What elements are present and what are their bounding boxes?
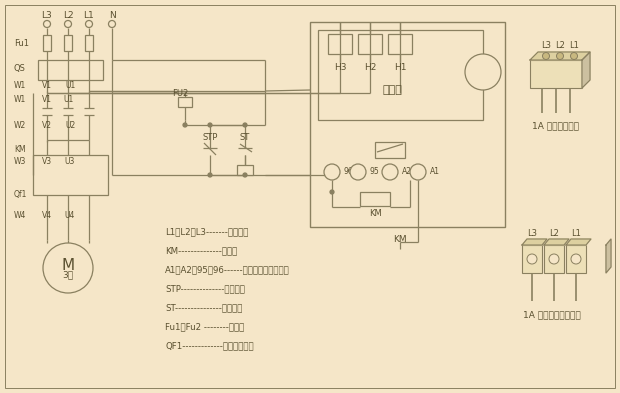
Polygon shape [522, 239, 547, 245]
Text: W3: W3 [14, 158, 27, 167]
Bar [544, 245, 564, 273]
Text: KM: KM [369, 209, 381, 219]
Text: 保护器: 保护器 [382, 85, 402, 95]
Bar [522, 245, 542, 273]
Text: L1、L2、L3-------三相电源: L1、L2、L3-------三相电源 [165, 228, 249, 237]
Text: STP: STP [202, 134, 218, 143]
Circle shape [243, 173, 247, 177]
Text: KM: KM [393, 235, 407, 244]
Text: 3～: 3～ [63, 270, 74, 279]
Text: QS: QS [14, 64, 26, 72]
Bar [38, 60, 103, 80]
Circle shape [557, 53, 564, 59]
Circle shape [208, 173, 212, 177]
Text: 95: 95 [370, 167, 379, 176]
Bar [178, 97, 192, 107]
Bar [85, 35, 93, 51]
Text: U2: U2 [65, 121, 75, 130]
Bar [566, 245, 586, 273]
Text: ST---------------启动按钮: ST---------------启动按钮 [165, 303, 242, 312]
Text: U1: U1 [63, 95, 73, 105]
Text: V4: V4 [42, 211, 52, 220]
Circle shape [86, 20, 92, 28]
Text: V1: V1 [42, 95, 52, 105]
Text: V3: V3 [42, 158, 52, 167]
Text: L2: L2 [549, 228, 559, 237]
Text: 96: 96 [344, 167, 354, 176]
Text: V2: V2 [42, 121, 52, 130]
Text: L1: L1 [571, 228, 581, 237]
Polygon shape [582, 52, 590, 88]
Text: L3: L3 [42, 11, 52, 20]
Bar [328, 34, 352, 54]
Circle shape [382, 164, 398, 180]
Bar [33, 155, 108, 195]
Text: Fu1: Fu1 [14, 40, 29, 48]
Text: W2: W2 [14, 121, 26, 130]
Circle shape [64, 20, 71, 28]
Circle shape [43, 243, 93, 293]
Text: U1: U1 [65, 81, 75, 90]
Circle shape [571, 254, 581, 264]
Circle shape [527, 254, 537, 264]
Polygon shape [566, 239, 591, 245]
Bar [375, 142, 405, 158]
Bar [43, 35, 51, 51]
Text: QF1-------------电动机保护器: QF1-------------电动机保护器 [165, 342, 254, 351]
Text: Qf1: Qf1 [14, 191, 27, 200]
Text: L3: L3 [541, 42, 551, 50]
Bar [360, 192, 390, 206]
Text: A2: A2 [402, 167, 412, 176]
Text: U3: U3 [65, 158, 75, 167]
Circle shape [208, 123, 212, 127]
Text: FU2: FU2 [172, 90, 188, 99]
Circle shape [410, 164, 426, 180]
Text: L2: L2 [63, 11, 73, 20]
Text: H3: H3 [334, 62, 346, 72]
Text: W4: W4 [14, 211, 27, 220]
Bar [388, 34, 412, 54]
Text: W1: W1 [14, 81, 26, 90]
Text: KM: KM [14, 145, 25, 154]
Circle shape [43, 20, 50, 28]
Text: A1、A2、95、96------保护器接线端子号码: A1、A2、95、96------保护器接线端子号码 [165, 266, 290, 274]
Polygon shape [544, 239, 569, 245]
Bar [310, 22, 505, 227]
Text: M: M [61, 257, 74, 272]
Text: A1: A1 [430, 167, 440, 176]
Text: W1: W1 [14, 95, 26, 105]
Text: Fu1、Fu2 --------熔断器: Fu1、Fu2 --------熔断器 [165, 323, 244, 332]
Bar [237, 165, 253, 175]
Text: 1A 以上一次穿心: 1A 以上一次穿心 [533, 121, 580, 130]
Bar [318, 30, 483, 120]
Bar [530, 60, 582, 88]
Text: H2: H2 [364, 62, 376, 72]
Circle shape [549, 254, 559, 264]
Circle shape [542, 53, 549, 59]
Bar [64, 35, 72, 51]
Text: L3: L3 [527, 228, 537, 237]
Text: KM--------------接触器: KM--------------接触器 [165, 246, 237, 255]
Circle shape [183, 123, 187, 127]
Text: 1A 以下各相三次穿心: 1A 以下各相三次穿心 [523, 310, 581, 320]
Circle shape [324, 164, 340, 180]
Text: ST: ST [240, 134, 250, 143]
Circle shape [108, 20, 115, 28]
Circle shape [350, 164, 366, 180]
Polygon shape [606, 239, 611, 273]
Text: L1: L1 [84, 11, 94, 20]
Circle shape [570, 53, 577, 59]
Text: L2: L2 [555, 42, 565, 50]
Circle shape [243, 123, 247, 127]
Text: U4: U4 [65, 211, 75, 220]
Text: STP--------------停止按钮: STP--------------停止按钮 [165, 285, 245, 294]
Text: N: N [108, 11, 115, 20]
Bar [358, 34, 382, 54]
Circle shape [330, 190, 334, 194]
Text: V1: V1 [42, 81, 52, 90]
Text: H1: H1 [394, 62, 406, 72]
Circle shape [465, 54, 501, 90]
Polygon shape [530, 52, 590, 60]
Text: L1: L1 [569, 42, 579, 50]
